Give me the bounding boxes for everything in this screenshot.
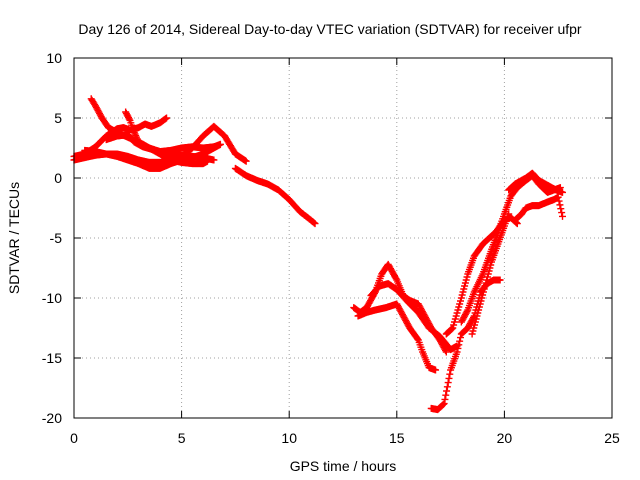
series-arc-15 [511, 193, 567, 224]
data-point [555, 197, 563, 205]
x-tick-label: 20 [497, 430, 513, 446]
data-point [559, 212, 567, 220]
data-point [216, 140, 224, 148]
y-tick-label: 10 [46, 50, 62, 66]
axis-ticks: 0 5 10 15 20 25 10 5 0 -5 -10 -15 -20 [42, 50, 620, 446]
y-tick-label: -20 [42, 410, 62, 426]
series-arc-13 [457, 172, 564, 326]
data-point [496, 276, 504, 284]
x-tick-label: 0 [70, 430, 78, 446]
series-arc-6 [122, 108, 211, 168]
data-point [441, 395, 449, 403]
data-point [556, 201, 564, 209]
x-tick-label: 5 [178, 430, 186, 446]
data-point [311, 220, 319, 228]
data-point [125, 115, 133, 123]
x-tick-label: 15 [389, 430, 405, 446]
series-arc-9 [354, 300, 440, 374]
y-tick-label: 5 [54, 110, 62, 126]
data-point [558, 209, 566, 217]
data-point [463, 308, 471, 315]
data-point [448, 325, 456, 333]
y-tick-label: 0 [54, 170, 62, 186]
data-point [453, 348, 461, 356]
data-point [446, 370, 454, 378]
data-point [454, 344, 462, 352]
data-point [447, 326, 455, 333]
series-arc-14 [505, 169, 567, 196]
data-point [203, 157, 211, 165]
data-point [163, 114, 171, 122]
data-point [443, 387, 451, 395]
y-tick-label: -15 [42, 350, 62, 366]
series-arc-16 [468, 210, 513, 338]
series-arc-10 [367, 280, 461, 354]
chart-title: Day 126 of 2014, Sidereal Day-to-day VTE… [78, 21, 582, 37]
data-point [456, 334, 464, 342]
data-point [557, 205, 565, 213]
data-point [554, 193, 562, 201]
x-tick-label: 25 [604, 430, 620, 446]
data-point [559, 188, 567, 196]
data-point [444, 379, 452, 387]
data-point [445, 374, 453, 382]
data-point [432, 366, 440, 374]
data-point [392, 275, 400, 283]
data-point [132, 133, 140, 141]
series-arc-7 [231, 164, 319, 228]
data-point [442, 391, 450, 399]
data-point [132, 132, 140, 140]
grid-lines [74, 58, 612, 418]
data-point [310, 219, 318, 227]
data-point [131, 130, 139, 138]
data-point [130, 128, 138, 136]
data-point [443, 383, 451, 391]
data-point [442, 348, 450, 356]
data-point [455, 341, 463, 349]
data-point [456, 337, 464, 345]
data-point [133, 135, 141, 143]
data-point [439, 401, 447, 409]
data-point [439, 400, 447, 408]
x-axis-title: GPS time / hours [290, 458, 397, 474]
x-tick-label: 10 [281, 430, 297, 446]
data-point [505, 210, 513, 218]
data-points [70, 95, 567, 414]
y-tick-label: -10 [42, 290, 62, 306]
data-point [210, 156, 218, 164]
y-tick-label: -5 [50, 230, 63, 246]
y-axis-title: SDTVAR / TECUs [6, 182, 22, 294]
data-point [242, 157, 250, 165]
data-point [440, 400, 448, 408]
